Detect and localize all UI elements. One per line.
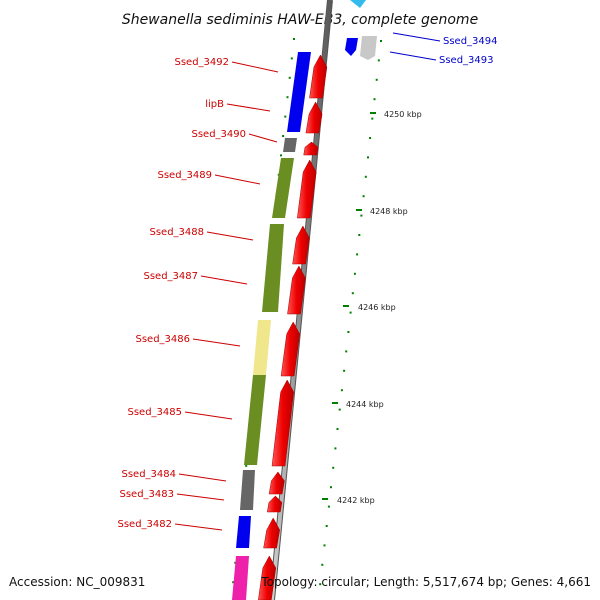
tick-dot bbox=[338, 408, 341, 411]
gene-block-ssed-3489[interactable] bbox=[272, 158, 294, 218]
tick-dot bbox=[280, 154, 282, 157]
outer-tick-marks bbox=[319, 40, 382, 586]
gene-label-ssed-3484[interactable]: Ssed_3484 bbox=[121, 469, 176, 480]
tick-dot bbox=[375, 78, 378, 81]
cds-arrow[interactable] bbox=[280, 321, 300, 377]
tick-dot bbox=[349, 311, 352, 314]
cds-arrows bbox=[258, 54, 328, 600]
gene-block-ssed-3490[interactable] bbox=[283, 138, 297, 152]
tick-label: 4250 kbp bbox=[384, 110, 422, 119]
tick-dot bbox=[319, 583, 322, 586]
gene-label-ssed-3486[interactable]: Ssed_3486 bbox=[135, 334, 190, 345]
tick-dot bbox=[288, 76, 291, 79]
tick-dot bbox=[362, 195, 365, 198]
tick-dot bbox=[343, 369, 346, 372]
tick-dot bbox=[356, 253, 359, 256]
gene-block-ssed-3494[interactable] bbox=[345, 38, 358, 56]
gene-block-ssed-3492[interactable] bbox=[287, 52, 311, 132]
tick-dot bbox=[282, 135, 285, 137]
gene-block-ssed-3482[interactable] bbox=[236, 516, 251, 548]
tick-label: 4244 kbp bbox=[346, 400, 384, 409]
gene-block-unlabeled[interactable] bbox=[232, 556, 249, 600]
gene-label-ssed-3489[interactable]: Ssed_3489 bbox=[157, 170, 212, 181]
position-ticks: 4250 kbp 4248 kbp 4246 kbp 4244 kbp 4242… bbox=[322, 110, 422, 505]
tick-dot bbox=[380, 40, 382, 42]
tick-dot bbox=[234, 561, 237, 564]
accession-text: Accession: NC_009831 bbox=[9, 575, 145, 589]
tick-dot bbox=[347, 331, 350, 333]
tick-4250: 4250 kbp bbox=[370, 110, 422, 119]
tick-dot bbox=[364, 175, 367, 178]
cds-arrow[interactable] bbox=[297, 159, 317, 219]
cds-arrow[interactable] bbox=[303, 141, 319, 156]
gene-label-ssed-3492[interactable]: Ssed_3492 bbox=[174, 57, 229, 68]
tick-dot bbox=[360, 214, 363, 217]
gene-label-ssed-3490[interactable]: Ssed_3490 bbox=[191, 129, 246, 140]
cds-arrow[interactable] bbox=[309, 54, 328, 99]
gene-block-ssed-3493[interactable] bbox=[360, 36, 377, 60]
tick-dot bbox=[286, 96, 289, 99]
tick-dot bbox=[358, 234, 361, 236]
tick-dot bbox=[284, 115, 287, 118]
tick-dot bbox=[245, 464, 248, 467]
forward-strand-genes bbox=[345, 36, 377, 60]
gene-block-ssed-3488[interactable] bbox=[262, 224, 284, 312]
tick-dot bbox=[336, 428, 339, 430]
tick-dot bbox=[330, 486, 332, 489]
tick-dot bbox=[332, 466, 335, 469]
tick-dot bbox=[321, 563, 324, 566]
tick-4244: 4244 kbp bbox=[332, 400, 384, 409]
tick-4246: 4246 kbp bbox=[343, 303, 396, 312]
gene-block-ssed-3484[interactable] bbox=[240, 470, 255, 510]
tick-dot bbox=[373, 98, 376, 101]
tick-dot bbox=[345, 350, 348, 353]
gene-label-ssed-3482[interactable]: Ssed_3482 bbox=[117, 519, 172, 530]
gene-labels-right: Ssed_3494 Ssed_3493 bbox=[389, 32, 498, 66]
tick-dot bbox=[290, 57, 293, 60]
gene-label-ssed-3488[interactable]: Ssed_3488 bbox=[149, 227, 204, 238]
partial-gene-marker bbox=[350, 0, 366, 8]
cds-arrow[interactable] bbox=[268, 471, 285, 495]
cds-arrow[interactable] bbox=[292, 225, 310, 265]
tick-dot bbox=[340, 389, 343, 392]
tick-4242: 4242 kbp bbox=[322, 496, 375, 505]
gene-label-ssed-3483[interactable]: Ssed_3483 bbox=[119, 489, 174, 500]
gene-label-ssed-3485[interactable]: Ssed_3485 bbox=[127, 407, 182, 418]
tick-dot bbox=[232, 581, 235, 584]
tick-dot bbox=[371, 117, 374, 120]
tick-dot bbox=[367, 156, 369, 159]
gene-blocks bbox=[232, 52, 311, 600]
cds-arrow[interactable] bbox=[263, 517, 280, 549]
genome-summary-text: Topology: circular; Length: 5,517,674 bp… bbox=[260, 575, 591, 589]
tick-label: 4248 kbp bbox=[370, 207, 408, 216]
tick-4248: 4248 kbp bbox=[356, 207, 408, 216]
cds-arrow[interactable] bbox=[258, 555, 277, 600]
cds-arrow[interactable] bbox=[305, 101, 323, 134]
tick-dot bbox=[325, 525, 328, 527]
tick-dot bbox=[369, 137, 372, 139]
tick-label: 4242 kbp bbox=[337, 496, 375, 505]
cds-arrow[interactable] bbox=[271, 379, 294, 467]
gene-label-ssed-3487[interactable]: Ssed_3487 bbox=[143, 271, 198, 282]
tick-dot bbox=[334, 447, 337, 450]
gene-label-ssed-3494[interactable]: Ssed_3494 bbox=[443, 36, 498, 47]
gene-block-ssed-3485[interactable] bbox=[244, 375, 266, 465]
gene-label-ssed-3493[interactable]: Ssed_3493 bbox=[439, 55, 494, 66]
tick-dot bbox=[353, 272, 356, 275]
gene-label-lipB[interactable]: lipB bbox=[205, 99, 224, 110]
tick-dot bbox=[323, 544, 326, 547]
tick-dot bbox=[293, 38, 295, 40]
cds-arrow[interactable] bbox=[287, 265, 306, 315]
gene-block-ssed-3486[interactable] bbox=[253, 320, 271, 375]
tick-dot bbox=[351, 292, 354, 295]
map-title: Shewanella sediminis HAW-EB3, complete g… bbox=[122, 12, 478, 28]
tick-dot bbox=[377, 59, 380, 62]
tick-label: 4246 kbp bbox=[358, 303, 396, 312]
gene-labels-left: Ssed_3492 lipB Ssed_3490 Ssed_3489 Ssed_… bbox=[117, 57, 279, 531]
tick-dot bbox=[327, 505, 330, 508]
cds-arrow[interactable] bbox=[267, 495, 283, 513]
